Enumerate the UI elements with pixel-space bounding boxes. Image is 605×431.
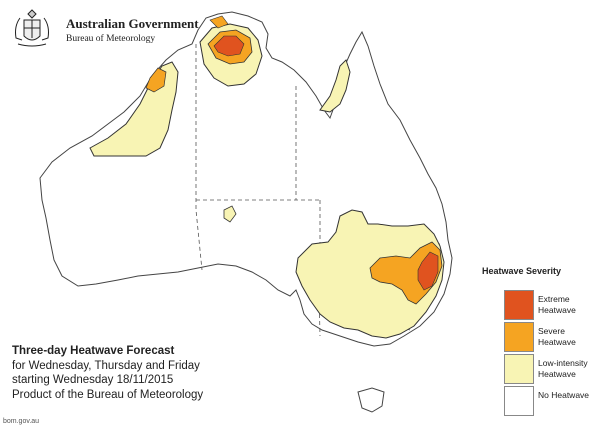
legend-label: Severe Heatwave [538, 326, 576, 347]
legend-swatch-none [504, 386, 534, 416]
government-header: Australian Government Bureau of Meteorol… [6, 6, 199, 50]
region-central-patch [223, 205, 237, 223]
region-tiwi [209, 15, 229, 29]
legend-item-none: No Heatwave [482, 386, 600, 418]
legend-label: Extreme Heatwave [538, 294, 576, 315]
legend-swatch-extreme [504, 290, 534, 320]
legend-swatch-low-intensity [504, 354, 534, 384]
forecast-product-credit: Product of the Bureau of Meteorology [12, 388, 204, 401]
forecast-title: Three-day Heatwave Forecast [12, 345, 175, 357]
website-credit: bom.gov.au [3, 418, 40, 425]
organisation-name: Australian Government [66, 16, 199, 31]
region-southeast-extreme [417, 251, 439, 291]
legend-label: Low-intensity Heatwave [538, 358, 588, 379]
coat-of-arms-icon [15, 9, 49, 47]
agency-name: Bureau of Meteorology [66, 34, 156, 44]
forecast-start-date: starting Wednesday 18/11/2015 [12, 374, 174, 386]
legend-item-severe: Severe Heatwave [482, 322, 600, 354]
severity-legend: Heatwave Severity Extreme Heatwave Sever… [482, 266, 600, 418]
legend-item-extreme: Extreme Heatwave [482, 290, 600, 322]
heatwave-regions [89, 15, 445, 339]
legend-label: No Heatwave [538, 390, 590, 400]
forecast-days: for Wednesday, Thursday and Friday [12, 359, 200, 372]
tasmania [357, 387, 385, 413]
legend-title: Heatwave Severity [482, 266, 562, 276]
forecast-caption: Three-day Heatwave Forecast for Wednesda… [12, 344, 272, 402]
legend-item-low-intensity: Low-intensity Heatwave [482, 354, 600, 386]
region-top-end-extreme [213, 35, 245, 57]
region-kimberley-severe [145, 67, 167, 93]
region-southeast-low [295, 209, 445, 339]
region-cape-york-low [319, 59, 351, 113]
legend-swatch-severe [504, 322, 534, 352]
